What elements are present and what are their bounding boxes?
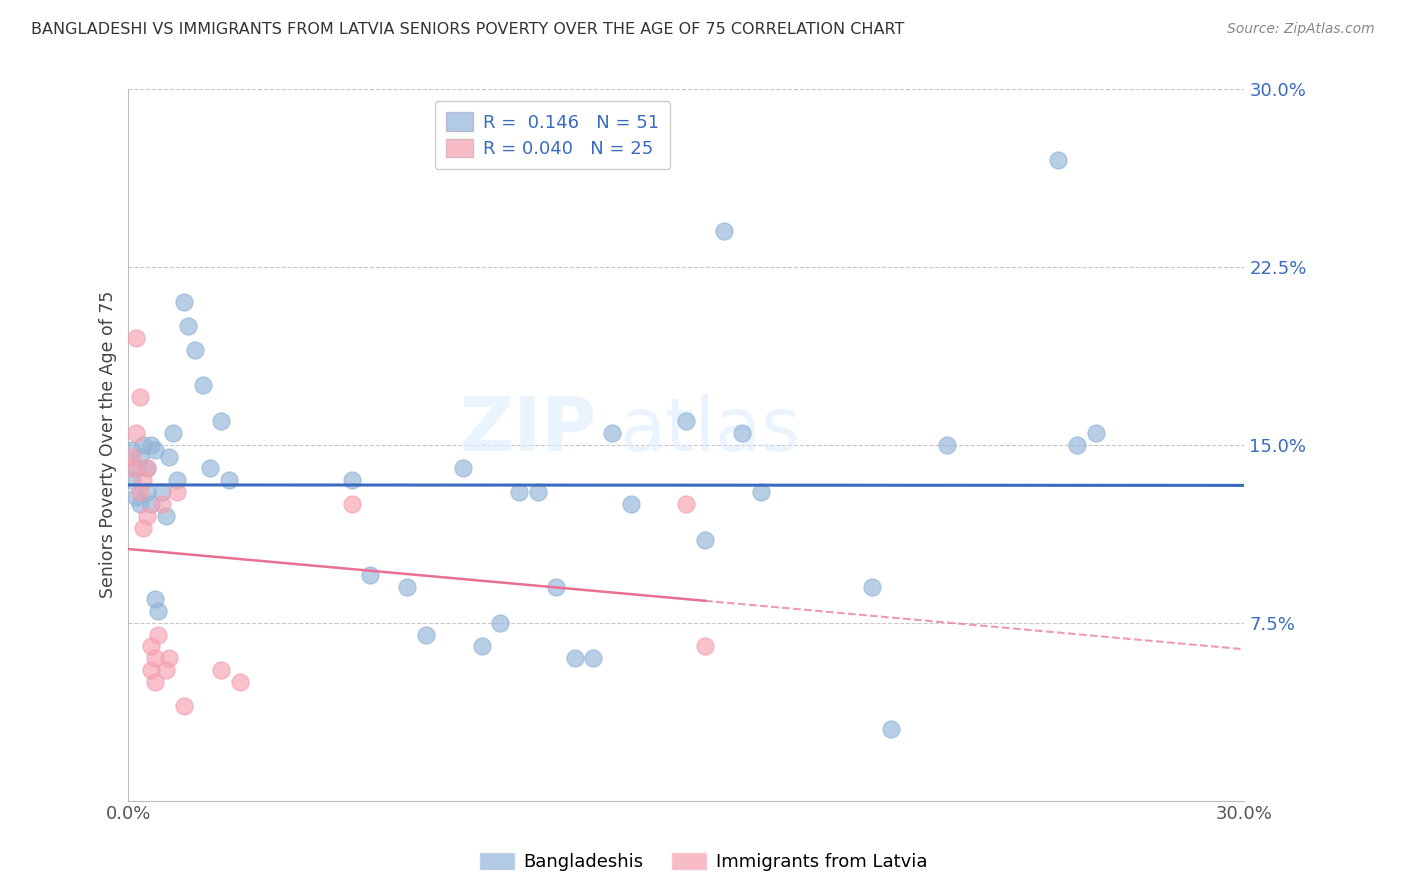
- Point: [546, 580, 568, 594]
- Point: [471, 640, 494, 654]
- Point: [1047, 153, 1070, 167]
- Point: [218, 474, 240, 488]
- Point: [139, 438, 162, 452]
- Point: [139, 497, 162, 511]
- Point: [121, 474, 143, 488]
- Point: [150, 485, 173, 500]
- Point: [136, 508, 159, 523]
- Point: [148, 604, 170, 618]
- Point: [340, 497, 363, 511]
- Point: [582, 651, 605, 665]
- Point: [1066, 438, 1088, 452]
- Point: [132, 521, 155, 535]
- Point: [184, 343, 207, 357]
- Point: [508, 485, 530, 500]
- Legend: R =  0.146   N = 51, R = 0.040   N = 25: R = 0.146 N = 51, R = 0.040 N = 25: [434, 102, 671, 169]
- Point: [675, 497, 697, 511]
- Point: [693, 533, 716, 547]
- Point: [211, 663, 233, 677]
- Point: [880, 723, 903, 737]
- Point: [731, 425, 754, 440]
- Point: [675, 414, 697, 428]
- Point: [191, 378, 214, 392]
- Point: [143, 591, 166, 606]
- Point: [489, 615, 512, 630]
- Point: [139, 640, 162, 654]
- Text: ZIP: ZIP: [460, 394, 598, 467]
- Text: BANGLADESHI VS IMMIGRANTS FROM LATVIA SENIORS POVERTY OVER THE AGE OF 75 CORRELA: BANGLADESHI VS IMMIGRANTS FROM LATVIA SE…: [31, 22, 904, 37]
- Point: [136, 461, 159, 475]
- Text: atlas: atlas: [620, 394, 800, 467]
- Point: [396, 580, 419, 594]
- Point: [935, 438, 957, 452]
- Point: [173, 698, 195, 713]
- Point: [526, 485, 548, 500]
- Point: [128, 497, 150, 511]
- Point: [173, 295, 195, 310]
- Point: [600, 425, 623, 440]
- Point: [340, 474, 363, 488]
- Point: [136, 485, 159, 500]
- Point: [713, 224, 735, 238]
- Text: Source: ZipAtlas.com: Source: ZipAtlas.com: [1227, 22, 1375, 37]
- Point: [862, 580, 884, 594]
- Point: [128, 450, 150, 464]
- Legend: Bangladeshis, Immigrants from Latvia: Bangladeshis, Immigrants from Latvia: [471, 845, 935, 879]
- Point: [162, 425, 184, 440]
- Point: [749, 485, 772, 500]
- Point: [125, 490, 148, 504]
- Point: [177, 319, 200, 334]
- Point: [139, 663, 162, 677]
- Point: [564, 651, 586, 665]
- Point: [166, 485, 188, 500]
- Point: [155, 663, 177, 677]
- Point: [155, 508, 177, 523]
- Y-axis label: Seniors Poverty Over the Age of 75: Seniors Poverty Over the Age of 75: [100, 291, 117, 599]
- Point: [143, 651, 166, 665]
- Point: [451, 461, 474, 475]
- Point: [1084, 425, 1107, 440]
- Point: [121, 450, 143, 464]
- Point: [132, 438, 155, 452]
- Point: [148, 627, 170, 641]
- Point: [200, 461, 222, 475]
- Point: [211, 414, 233, 428]
- Point: [121, 442, 143, 457]
- Point: [125, 425, 148, 440]
- Point: [150, 497, 173, 511]
- Point: [359, 568, 381, 582]
- Point: [157, 651, 180, 665]
- Point: [620, 497, 643, 511]
- Point: [136, 461, 159, 475]
- Point: [229, 675, 252, 690]
- Point: [166, 474, 188, 488]
- Point: [132, 474, 155, 488]
- Point: [157, 450, 180, 464]
- Point: [128, 485, 150, 500]
- Point: [121, 461, 143, 475]
- Point: [128, 390, 150, 404]
- Point: [693, 640, 716, 654]
- Point: [143, 675, 166, 690]
- Point: [125, 461, 148, 475]
- Point: [415, 627, 437, 641]
- Point: [143, 442, 166, 457]
- Point: [125, 331, 148, 345]
